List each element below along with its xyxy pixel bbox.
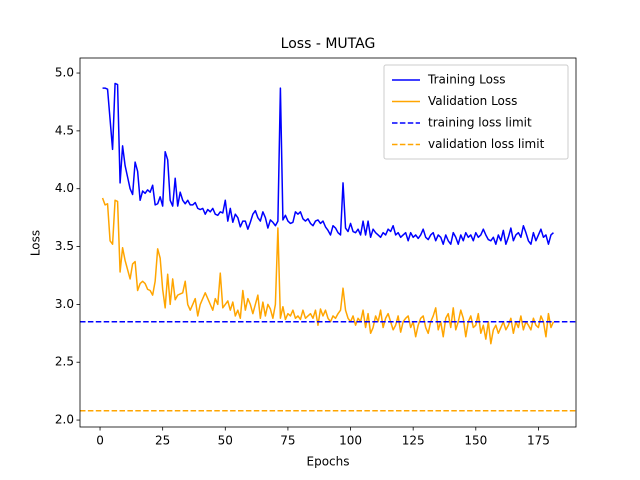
x-tick-label: 100 [339, 434, 362, 448]
chart-title: Loss - MUTAG [281, 36, 376, 52]
x-tick-label: 50 [218, 434, 233, 448]
y-axis-label: Loss [29, 230, 43, 256]
legend-label: validation loss limit [428, 137, 545, 151]
legend: Training Loss Validation Loss training los… [383, 64, 569, 160]
x-tick-label: 175 [527, 434, 550, 448]
y-tick-label: 3.5 [55, 239, 74, 253]
x-tick-label: 0 [96, 434, 104, 448]
x-tick-label: 75 [280, 434, 295, 448]
x-tick-label: 150 [464, 434, 487, 448]
y-tick-label: 5.0 [55, 66, 74, 80]
y-tick-label: 4.0 [55, 181, 74, 195]
x-axis-label: Epochs [307, 455, 350, 469]
legend-label: Training Loss [427, 73, 505, 87]
x-tick-label: 125 [402, 434, 425, 448]
legend-label: training loss limit [428, 116, 532, 130]
y-tick-label: 3.0 [55, 297, 74, 311]
y-tick-label: 4.5 [55, 123, 74, 137]
x-tick-label: 25 [155, 434, 170, 448]
y-tick-label: 2.0 [55, 413, 74, 427]
y-tick-label: 2.5 [55, 355, 74, 369]
series-line [102, 82, 554, 245]
series-line [101, 197, 555, 345]
legend-label: Validation Loss [428, 94, 517, 108]
legend-box [383, 64, 569, 160]
plot-frame [79, 57, 577, 428]
